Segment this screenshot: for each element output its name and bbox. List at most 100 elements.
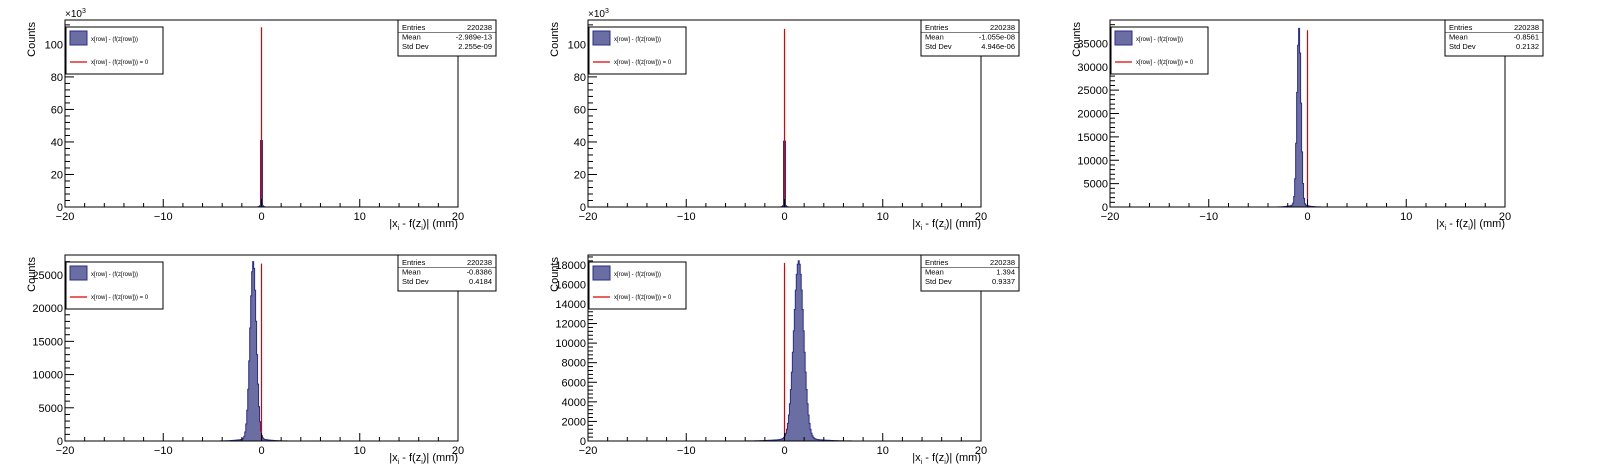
y-tick-label: 20000 xyxy=(32,303,63,315)
x-tick-label: 0 xyxy=(258,211,264,223)
x-axis-label: |xi - f(zi)| (mm) xyxy=(389,452,458,466)
y-tick-label: 100 xyxy=(45,39,63,51)
x-axis-label: |xi - f(zi)| (mm) xyxy=(1436,218,1505,232)
stats-mean-value: -2.989e-13 xyxy=(456,33,492,42)
y-tick-label: 15000 xyxy=(32,336,63,348)
y-tick-label: 60 xyxy=(574,104,586,116)
x-tick-label: −10 xyxy=(677,445,696,457)
stats-mean-value: 1.394 xyxy=(996,268,1015,277)
stats-std-dev-value: 0.9337 xyxy=(992,277,1015,286)
legend-hist-label: x[row] - (f(z[row])) xyxy=(91,272,138,278)
x-tick-label: 20 xyxy=(975,211,987,223)
y-axis-label: Counts xyxy=(26,22,38,57)
y-tick-label: 0 xyxy=(580,436,586,448)
y-tick-label: 12000 xyxy=(555,319,586,331)
stats-entries-value: 220238 xyxy=(1514,23,1539,32)
stats-mean-value: -0.8561 xyxy=(1514,33,1539,42)
x-tick-label: 0 xyxy=(781,445,787,457)
y-tick-label: 100 xyxy=(568,39,586,51)
legend-hist-swatch xyxy=(592,30,611,46)
y-axis-label: Counts xyxy=(1071,22,1083,57)
stats-std-dev-label: Std Dev xyxy=(402,277,429,286)
y-exponent-label: ×103 xyxy=(588,8,609,20)
y-tick-label: 35000 xyxy=(1077,38,1108,50)
legend-hist-label: x[row] - (f(z[row])) xyxy=(1136,37,1183,43)
y-tick-label: 0 xyxy=(580,202,586,214)
y-tick-label: 40 xyxy=(574,137,586,149)
y-tick-label: 10000 xyxy=(32,370,63,382)
y-tick-label: 15000 xyxy=(1077,132,1108,144)
legend-hist-label: x[row] - (f(z[row])) xyxy=(614,37,661,43)
legend-hist-swatch xyxy=(1114,30,1133,46)
y-tick-label: 20000 xyxy=(1077,109,1108,121)
legend: x[row] - (f(z[row])) x[row] - (f(z[row]))… xyxy=(1110,26,1209,75)
y-tick-label: 6000 xyxy=(562,377,586,389)
legend-hist-label: x[row] - (f(z[row])) xyxy=(614,272,661,278)
stats-entries-value: 220238 xyxy=(990,258,1015,267)
stats-entries-label: Entries xyxy=(925,258,949,267)
histogram-panel-5: −20 −10 0 10 20 0 2000 4000 6000 8000 10000 12000 14… xyxy=(549,254,1020,466)
y-tick-label: 0 xyxy=(57,202,63,214)
histogram-panel-2: −20 −10 0 10 20 0 20 40 60 80 100 Counts ×103 |xi - f… xyxy=(549,8,1020,232)
stats-std-dev-value: 4.946e-06 xyxy=(981,42,1015,51)
histogram-panel-1: −20 −10 0 10 20 0 20 40 60 80 100 Counts ×103 |xi - f… xyxy=(26,8,497,232)
stats-frame xyxy=(1444,19,1544,57)
y-tick-label: 40 xyxy=(51,137,63,149)
legend-line-label: x[row] - (f(z[row])) = 0 xyxy=(1136,60,1194,66)
y-tick-label: 30000 xyxy=(1077,62,1108,74)
legend-line-label: x[row] - (f(z[row])) = 0 xyxy=(91,60,149,66)
stats-frame xyxy=(397,19,497,57)
x-tick-label: −20 xyxy=(56,211,75,223)
stats-std-dev-label: Std Dev xyxy=(925,42,952,51)
stats-box: Entries 220238 Mean -1.055e-08 Std Dev 4.946e… xyxy=(920,19,1020,57)
y-exponent-label: ×103 xyxy=(65,8,86,20)
stats-std-dev-value: 2.255e-09 xyxy=(458,42,492,51)
y-tick-label: 4000 xyxy=(562,397,586,409)
legend: x[row] - (f(z[row])) x[row] - (f(z[row]))… xyxy=(588,26,687,75)
stats-mean-label: Mean xyxy=(925,268,944,277)
stats-std-dev-value: 0.2132 xyxy=(1516,42,1539,51)
stats-std-dev-label: Std Dev xyxy=(925,277,952,286)
legend-hist-label: x[row] - (f(z[row])) xyxy=(91,37,138,43)
y-tick-label: 5000 xyxy=(39,403,63,415)
y-tick-label: 10000 xyxy=(555,338,586,350)
legend-line-label: x[row] - (f(z[row])) = 0 xyxy=(614,60,672,66)
y-tick-label: 0 xyxy=(1102,202,1108,214)
legend: x[row] - (f(z[row])) x[row] - (f(z[row]))… xyxy=(588,261,687,310)
stats-mean-label: Mean xyxy=(925,33,944,42)
stats-entries-label: Entries xyxy=(925,23,949,32)
legend-hist-swatch xyxy=(592,265,611,281)
y-tick-label: 60 xyxy=(51,104,63,116)
legend-line-label: x[row] - (f(z[row])) = 0 xyxy=(91,295,149,301)
stats-entries-value: 220238 xyxy=(990,23,1015,32)
y-tick-label: 20 xyxy=(574,169,586,181)
stats-box: Entries 220238 Mean 1.394 Std Dev 0.9337 xyxy=(920,254,1020,292)
x-tick-label: 0 xyxy=(781,211,787,223)
y-tick-label: 16000 xyxy=(555,279,586,291)
histogram-panel-4: −20 −10 0 10 20 0 5000 10000 15000 20000 25000Coun… xyxy=(26,254,497,466)
stats-frame xyxy=(920,19,1020,57)
stats-std-dev-label: Std Dev xyxy=(1449,42,1476,51)
stats-entries-label: Entries xyxy=(402,258,426,267)
histogram-panel-3: −20 −10 0 10 20 0 5000 10000 15000 20000 25000 3000… xyxy=(1071,19,1544,232)
y-tick-label: 2000 xyxy=(562,416,586,428)
x-tick-label: 10 xyxy=(1400,211,1412,223)
x-tick-label: 10 xyxy=(354,445,366,457)
y-tick-label: 5000 xyxy=(1084,179,1108,191)
legend: x[row] - (f(z[row])) x[row] - (f(z[row]))… xyxy=(65,26,164,75)
x-tick-label: 20 xyxy=(975,445,987,457)
x-tick-label: −10 xyxy=(154,211,173,223)
y-axis-label: Counts xyxy=(549,257,561,292)
x-tick-label: 20 xyxy=(452,211,464,223)
stats-entries-label: Entries xyxy=(1449,23,1473,32)
x-tick-label: −20 xyxy=(1101,211,1120,223)
x-tick-label: −20 xyxy=(579,211,598,223)
stats-mean-label: Mean xyxy=(402,33,421,42)
x-axis-label: |xi - f(zi)| (mm) xyxy=(912,452,981,466)
x-tick-label: −20 xyxy=(579,445,598,457)
legend-hist-swatch xyxy=(69,265,88,281)
x-tick-label: 0 xyxy=(1304,211,1310,223)
y-tick-label: 20 xyxy=(51,169,63,181)
x-tick-label: 10 xyxy=(877,445,889,457)
